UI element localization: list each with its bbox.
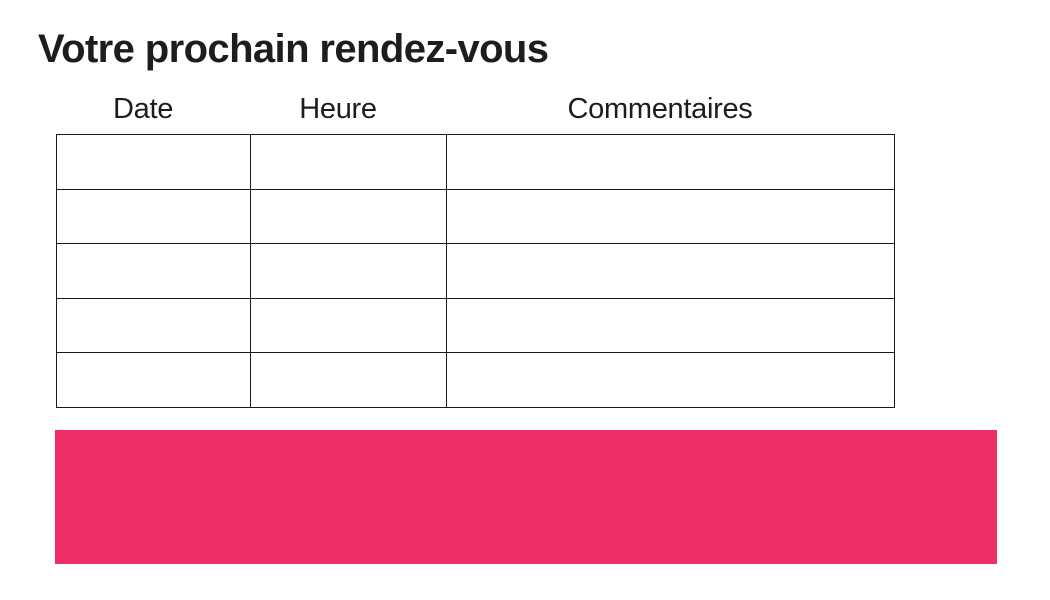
table-row — [56, 352, 895, 408]
cell-heure-2 — [250, 188, 447, 245]
column-header-heure: Heure — [250, 93, 446, 126]
table-row — [56, 243, 895, 299]
appointment-banner — [55, 430, 997, 564]
cell-date-1 — [56, 134, 251, 190]
cell-date-4 — [56, 297, 251, 354]
cell-date-2 — [56, 188, 251, 245]
cell-heure-5 — [250, 352, 447, 408]
cell-commentaires-2 — [446, 188, 895, 245]
cell-commentaires-1 — [446, 134, 895, 190]
column-header-date: Date — [56, 93, 250, 126]
column-header-commentaires: Commentaires — [446, 93, 894, 126]
cell-heure-1 — [250, 134, 447, 190]
cell-heure-4 — [250, 297, 447, 354]
cell-date-3 — [56, 243, 251, 299]
table-header-row: Date Heure Commentaires — [56, 90, 894, 126]
table-row — [56, 297, 895, 354]
cell-commentaires-5 — [446, 352, 895, 408]
cell-heure-3 — [250, 243, 447, 299]
column-header-commentaires-label: Commentaires — [567, 93, 753, 126]
page-title: Votre prochain rendez-vous — [38, 27, 549, 71]
cell-commentaires-3 — [446, 243, 895, 299]
appointments-table — [56, 134, 895, 408]
cell-date-5 — [56, 352, 251, 408]
column-header-heure-label: Heure — [299, 93, 377, 126]
column-header-date-label: Date — [112, 93, 174, 126]
table-row — [56, 134, 895, 190]
table-row — [56, 188, 895, 245]
cell-commentaires-4 — [446, 297, 895, 354]
